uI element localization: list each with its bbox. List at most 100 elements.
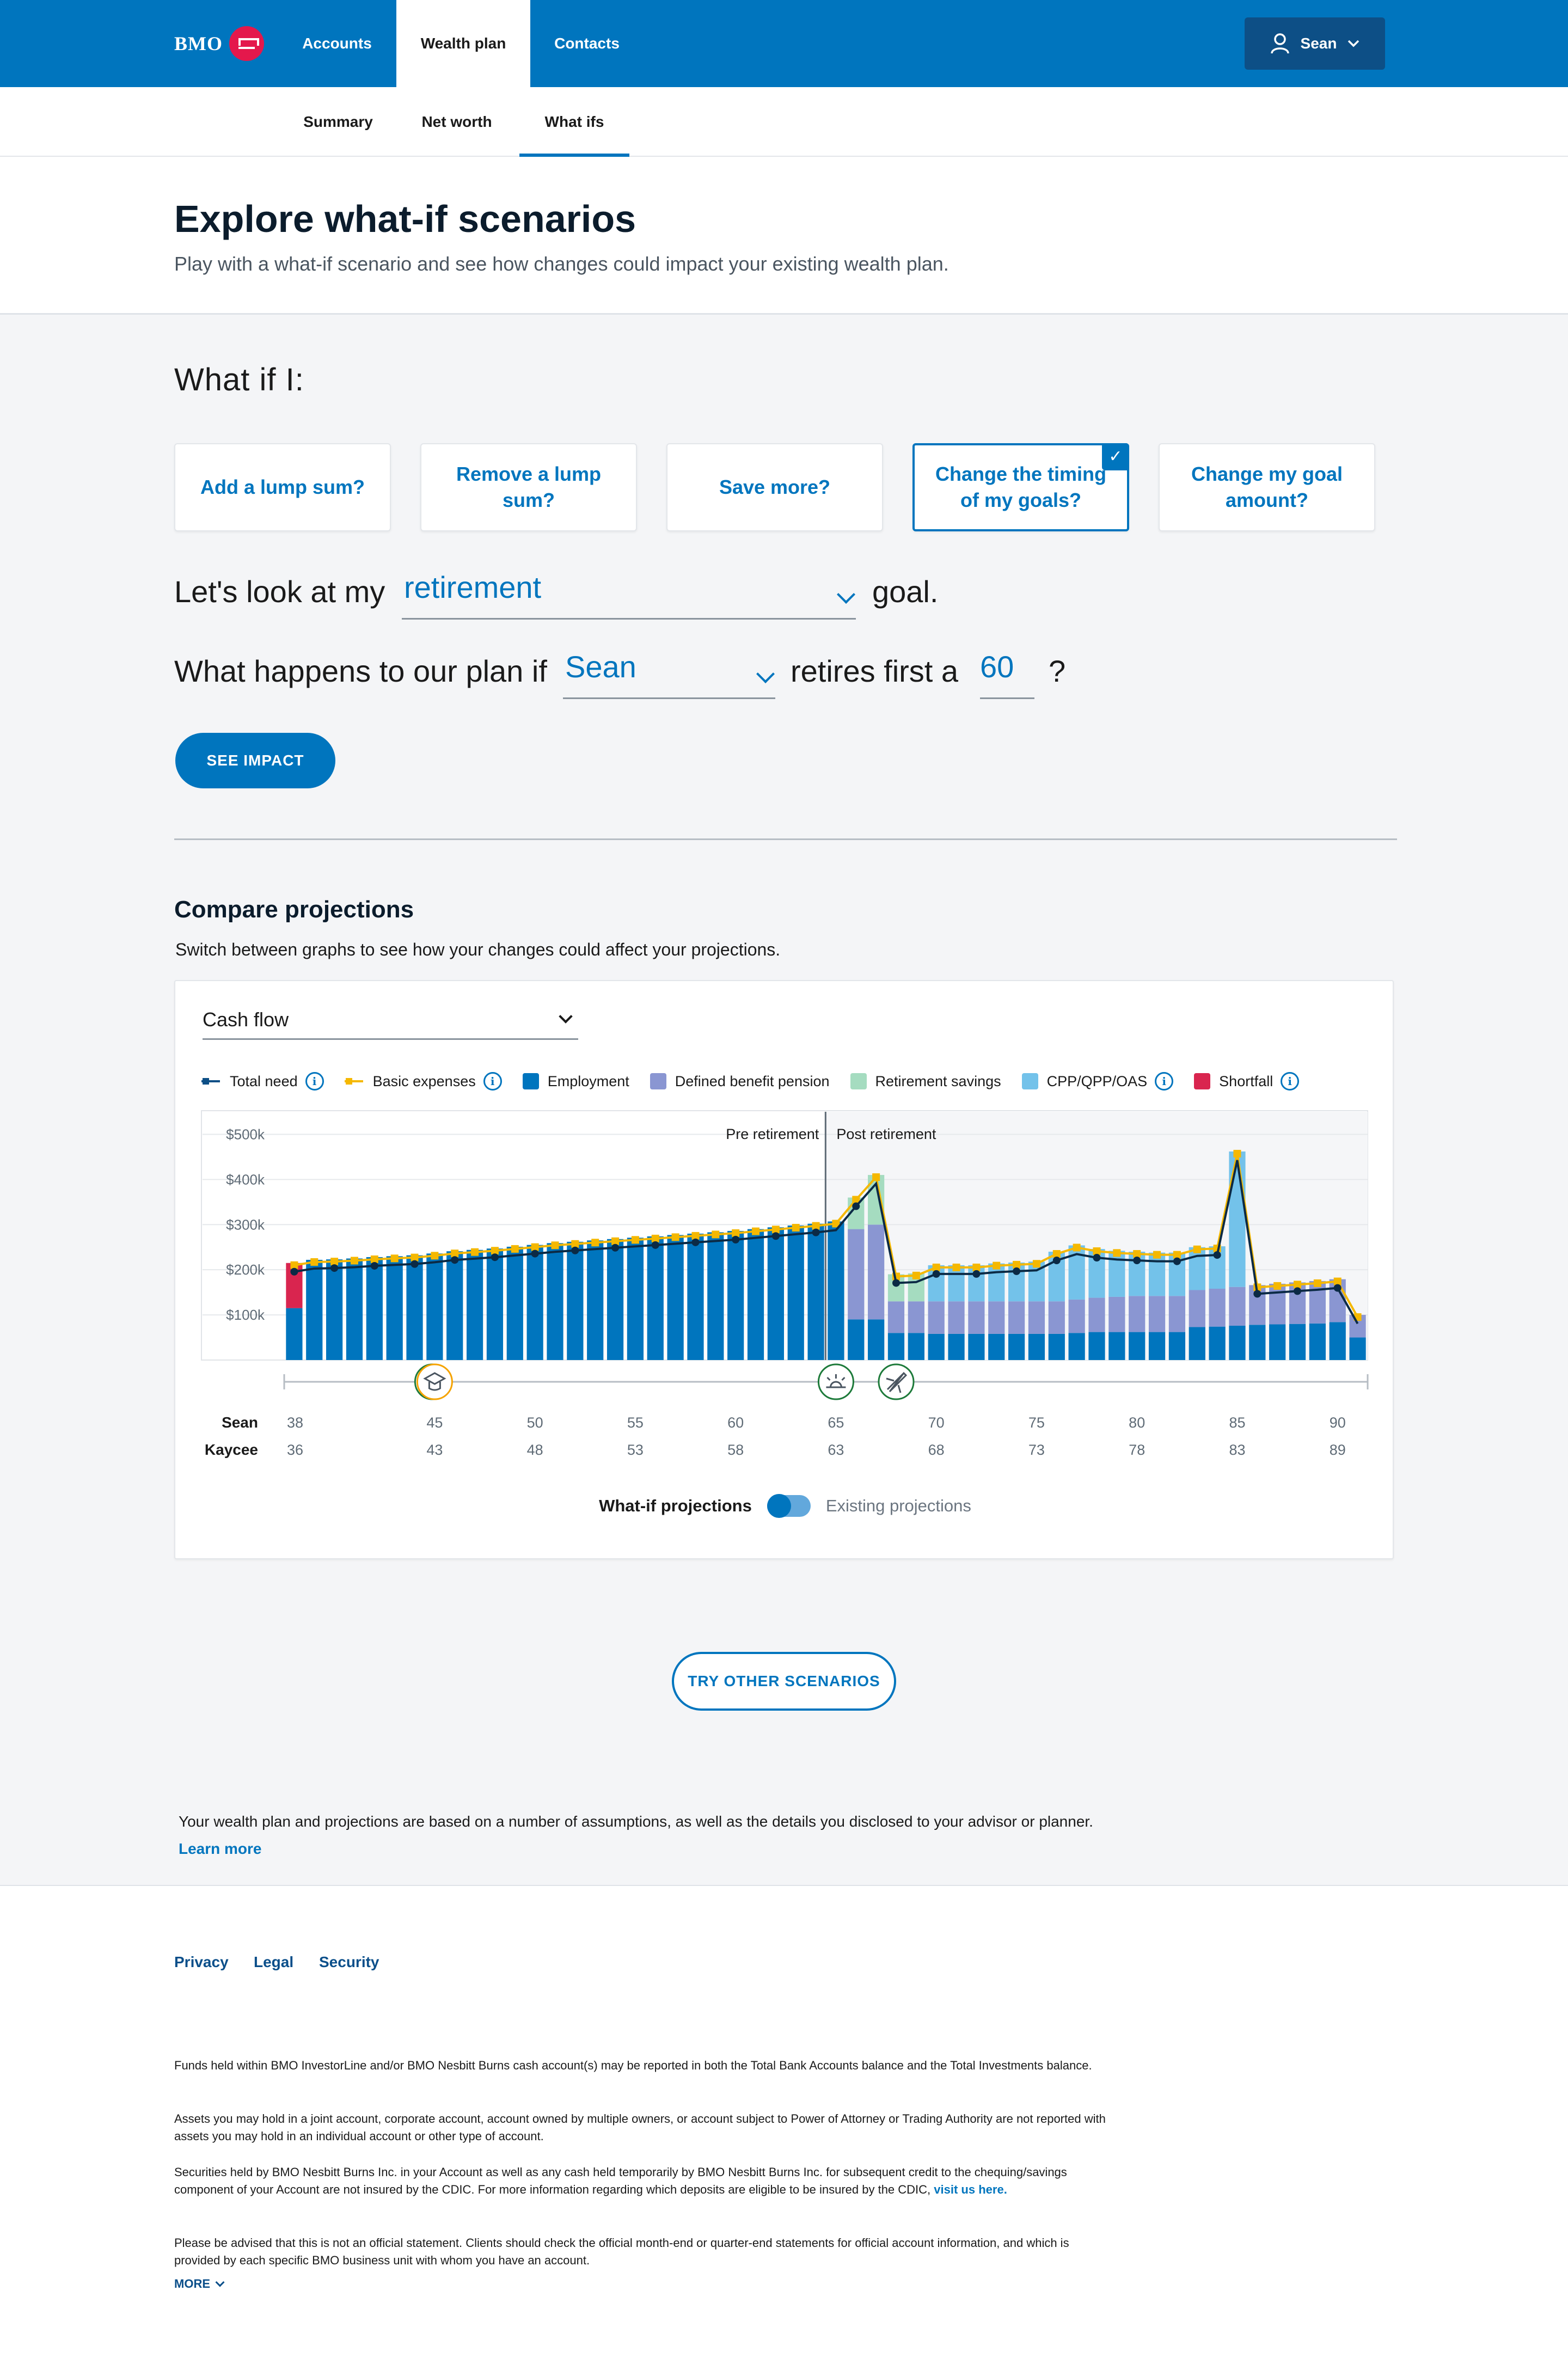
bar-segment [647, 1236, 664, 1360]
cpp-swatch [1021, 1073, 1038, 1089]
bar-segment [1068, 1299, 1085, 1333]
see-impact-button[interactable]: SEE IMPACT [175, 733, 335, 788]
basic-expenses-point [952, 1263, 960, 1271]
basic-expenses-point [451, 1250, 459, 1258]
bar-segment [828, 1221, 844, 1360]
graduation-cap-icon [416, 1363, 453, 1400]
bmo-logo[interactable]: BMO [174, 26, 264, 61]
top-navigation-bar: BMO Accounts Wealth plan Contacts Sean [0, 0, 1568, 87]
bar-segment [1068, 1333, 1085, 1360]
bar-segment [1289, 1324, 1306, 1360]
logo-text: BMO [174, 33, 223, 54]
bar-segment [1028, 1333, 1045, 1360]
footer-link-legal[interactable]: Legal [254, 1953, 294, 1970]
nav-tab-accounts[interactable]: Accounts [302, 35, 372, 52]
bar-segment [1209, 1326, 1226, 1360]
legend-defined-benefit-pension: Defined benefit pension [650, 1073, 830, 1090]
bar-segment [887, 1333, 905, 1360]
basic-expenses-point [651, 1234, 659, 1242]
bar-segment [526, 1245, 543, 1360]
bar-segment [1108, 1296, 1125, 1332]
goal-select[interactable]: retirement [402, 569, 856, 620]
info-icon[interactable]: i [1155, 1072, 1174, 1091]
chevron-down-icon [215, 2277, 225, 2287]
legend-label: Employment [547, 1073, 629, 1089]
scenario-change-goal-amount[interactable]: Change my goal amount? [1159, 443, 1375, 531]
scenario-save-more[interactable]: Save more? [666, 443, 883, 531]
user-icon [1270, 33, 1289, 54]
total-need-point [1294, 1287, 1302, 1295]
bar-segment [1249, 1325, 1266, 1360]
basic-expenses-point [691, 1232, 700, 1240]
basic-expenses-point [1313, 1279, 1321, 1287]
nav-tab-contacts[interactable]: Contacts [554, 35, 620, 52]
total-need-point [1013, 1267, 1021, 1275]
retire-age-input[interactable]: 60 [980, 649, 1034, 699]
person-select[interactable]: Sean [563, 649, 775, 699]
user-menu-button[interactable]: Sean [1245, 17, 1385, 70]
basic-expenses-point [993, 1261, 1001, 1270]
basic-expenses-point [411, 1253, 419, 1261]
cash-flow-chart: $100k $200k $300k $400k $500k Pre retirement P… [201, 1110, 1369, 1458]
x-tick-label: 75 [1028, 1414, 1045, 1431]
graph-type-select[interactable]: Cash flow [203, 1006, 578, 1040]
info-icon[interactable]: i [1281, 1072, 1300, 1091]
graph-type-value: Cash flow [203, 1008, 289, 1031]
total-need-point [1133, 1257, 1141, 1265]
footer-link-security[interactable]: Security [319, 1953, 379, 1970]
y-tick-label: $500k [226, 1126, 265, 1142]
post-retirement-label: Post retirement [836, 1126, 936, 1142]
scenario-change-timing[interactable]: Change the timing of my goals? ✓ [912, 443, 1129, 531]
nav-tab-wealth-plan[interactable]: Wealth plan [396, 0, 530, 87]
bar-segment [1008, 1333, 1025, 1360]
bar-segment [1189, 1247, 1205, 1290]
subtab-what-ifs[interactable]: What ifs [519, 87, 629, 157]
person-select-value: Sean [565, 650, 636, 684]
total-need-point [1253, 1290, 1261, 1298]
bar-segment [386, 1256, 403, 1360]
page-hero: Explore what-if scenarios Play with a wh… [0, 157, 1568, 315]
basic-expenses-point [1294, 1281, 1302, 1289]
scenario-add-lump-sum[interactable]: Add a lump sum? [174, 443, 391, 531]
total-need-point [1173, 1257, 1181, 1265]
basic-expenses-point [752, 1227, 760, 1235]
subtab-summary[interactable]: Summary [303, 113, 373, 130]
goal-sentence-suffix: goal. [872, 574, 939, 609]
basic-expenses-point [611, 1237, 620, 1245]
bar-segment [627, 1238, 644, 1360]
bar-segment [1329, 1322, 1346, 1360]
info-icon[interactable]: i [305, 1072, 324, 1091]
learn-more-link[interactable]: Learn more [179, 1840, 262, 1857]
basic-expenses-point [712, 1230, 720, 1239]
total-need-point [972, 1270, 981, 1278]
x-tick-label: 73 [1028, 1442, 1045, 1458]
bar-segment [1168, 1332, 1186, 1360]
total-need-point [491, 1253, 499, 1261]
bar-segment [1028, 1301, 1045, 1334]
x-tick-label: 53 [627, 1442, 644, 1458]
bar-segment [1349, 1337, 1366, 1360]
visit-us-link[interactable]: visit us here. [934, 2183, 1007, 2196]
legend-label: Shortfall [1219, 1073, 1273, 1089]
bar-segment [988, 1301, 1005, 1334]
scenario-remove-lump-sum[interactable]: Remove a lump sum? [420, 443, 637, 531]
projection-toggle[interactable] [767, 1494, 811, 1518]
try-other-scenarios-button[interactable]: TRY OTHER SCENARIOS [672, 1652, 896, 1711]
bar-segment [908, 1301, 924, 1333]
subtab-net-worth[interactable]: Net worth [421, 113, 492, 130]
bar-segment [1269, 1324, 1286, 1360]
legend-retirement-savings: Retirement savings [850, 1073, 1001, 1090]
more-toggle[interactable]: MORE [174, 2277, 225, 2291]
basic-expenses-point [1032, 1260, 1040, 1268]
basic-expenses-point [972, 1263, 981, 1271]
toggle-right-label: Existing projections [825, 1496, 971, 1515]
shortfall-swatch [1194, 1073, 1211, 1089]
total-need-point [1093, 1254, 1101, 1262]
x-tick-label: 48 [527, 1442, 543, 1458]
bar-segment [1229, 1287, 1246, 1326]
bar-segment [1048, 1301, 1065, 1334]
info-icon[interactable]: i [483, 1072, 502, 1091]
basic-expenses-point [591, 1239, 599, 1247]
bar-segment [1209, 1289, 1226, 1327]
footer-link-privacy[interactable]: Privacy [174, 1953, 229, 1970]
